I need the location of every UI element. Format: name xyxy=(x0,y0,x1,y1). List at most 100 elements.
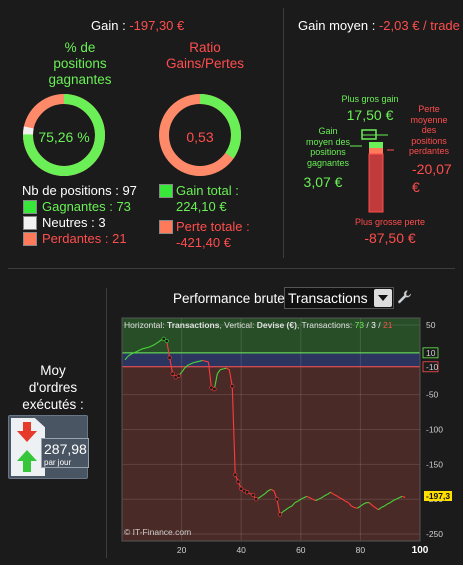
loss-marker xyxy=(236,479,241,484)
x-tick-label: 20 xyxy=(177,545,187,555)
orders-unit: par jour xyxy=(44,458,72,467)
series-segment xyxy=(202,359,206,362)
perte-totale-value: -421,40 € xyxy=(176,235,231,250)
series-segment xyxy=(139,348,144,351)
bottom-divider xyxy=(106,288,107,558)
series-segment xyxy=(231,386,236,475)
series-segment xyxy=(377,507,382,511)
series-segment xyxy=(363,502,367,505)
series-segment xyxy=(127,353,132,357)
plus-gros-gain-value: 17,50 € xyxy=(346,107,394,123)
loss-marker xyxy=(245,490,250,495)
series-segment xyxy=(318,497,322,500)
section-divider xyxy=(8,268,455,269)
chevron-down-icon xyxy=(374,289,392,307)
band-tick-box xyxy=(422,347,439,359)
y-tick-label: -100 xyxy=(426,425,443,435)
y-tick-label: -50 xyxy=(426,390,439,400)
series-segment xyxy=(315,498,319,502)
series-segment xyxy=(136,349,141,352)
series-segment xyxy=(184,364,188,369)
series-segment xyxy=(130,352,135,355)
series-segment xyxy=(395,497,400,500)
loss-marker xyxy=(239,486,244,491)
performance-select[interactable]: Transactions xyxy=(284,287,394,309)
series-segment xyxy=(151,343,156,347)
loss-marker xyxy=(167,355,172,360)
gain-label: Gain : xyxy=(91,18,126,33)
series-segment xyxy=(330,491,334,495)
neutral-band xyxy=(122,352,420,367)
series-segment xyxy=(199,359,203,362)
x-tick-label: 40 xyxy=(236,545,246,555)
series-segment xyxy=(392,498,397,502)
series-segment xyxy=(309,497,313,500)
series-segment xyxy=(270,488,275,492)
top-divider xyxy=(283,8,284,258)
series-segment xyxy=(354,507,358,509)
series-segment xyxy=(368,502,373,506)
gain-marker xyxy=(161,336,166,342)
series-segment xyxy=(294,500,299,504)
loss-marker xyxy=(274,497,280,502)
series-segment xyxy=(190,362,194,365)
x-axis-ticks: 20 40 60 80 100 xyxy=(177,545,429,556)
loss-marker xyxy=(170,371,175,376)
series-segment xyxy=(169,357,174,374)
performance-title: Performance brute xyxy=(173,291,285,306)
gain-moyen-positions-label: Gain moyen des positions gagnantes xyxy=(305,126,351,168)
series-segment xyxy=(261,493,266,497)
series-segment xyxy=(345,500,349,504)
perdantes-count: Perdantes : 21 xyxy=(42,231,127,246)
series-segment xyxy=(205,360,209,363)
series-segment xyxy=(342,498,346,502)
plus-gros-gain-label: Plus gros gain xyxy=(341,94,399,104)
series-segment xyxy=(276,499,281,515)
x-tick-label: 80 xyxy=(356,545,366,555)
series-segment xyxy=(336,495,340,499)
series-segment xyxy=(193,361,197,364)
series-segment xyxy=(383,503,388,507)
donut-arc xyxy=(159,94,241,176)
grid xyxy=(122,318,421,541)
profit-band xyxy=(122,318,420,353)
series-segment xyxy=(213,373,218,390)
series-segment xyxy=(351,505,355,509)
y-tick-label: -150 xyxy=(426,459,443,469)
series-segment xyxy=(226,367,230,371)
loss-marker xyxy=(230,384,235,389)
series-segment xyxy=(374,507,379,511)
series-segment xyxy=(312,498,316,502)
series-segment xyxy=(288,505,293,509)
series-segment xyxy=(303,495,307,499)
series-segment xyxy=(148,345,153,348)
wrench-icon[interactable] xyxy=(397,289,413,305)
series-segment xyxy=(357,505,361,509)
ratio-title: Ratio Gains/Pertes xyxy=(165,40,245,71)
x-tick-label: 60 xyxy=(296,545,306,555)
series-segment xyxy=(145,346,149,349)
nb-positions: Nb de positions : 97 xyxy=(22,183,137,198)
series-segment xyxy=(300,497,305,500)
series-segment xyxy=(389,500,394,504)
arrow-down-icon xyxy=(17,422,37,442)
series-segment xyxy=(267,488,272,492)
legend-green-square xyxy=(23,200,37,214)
series-segment xyxy=(333,493,337,497)
neutres-count: Neutres : 3 xyxy=(42,215,106,230)
loss-band xyxy=(122,366,420,541)
series-segment xyxy=(133,350,138,354)
series-segment xyxy=(228,369,233,387)
series-segment xyxy=(321,495,325,499)
gain-value: -197,30 € xyxy=(129,18,185,33)
legend-perte-totale-square xyxy=(159,220,173,234)
orders-value-box: 287,98 par jour xyxy=(41,438,89,468)
loss-marker xyxy=(233,472,238,477)
perte-moyenne-label: Perte moyenne des positions perdantes xyxy=(408,104,450,156)
legend-white-square xyxy=(23,216,37,230)
series-segment xyxy=(216,369,221,375)
chart-info-bar: Horizontal: Transactions, Vertical: Devi… xyxy=(124,320,393,330)
series-segment xyxy=(327,491,331,495)
series-segment xyxy=(166,340,171,358)
